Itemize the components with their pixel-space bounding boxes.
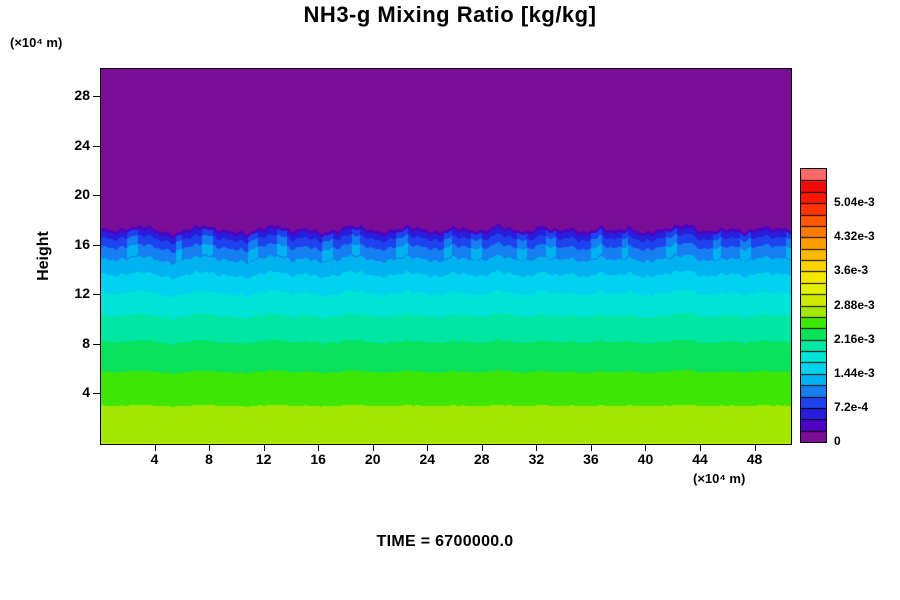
y-tick-mark (93, 145, 100, 147)
colorbar-tick-label: 4.32e-3 (834, 229, 875, 244)
y-tick-label: 16 (74, 235, 90, 252)
y-axis-label: Height (35, 231, 52, 281)
x-axis-unit: (×10⁴ m) (693, 471, 746, 486)
y-tick-mark (93, 195, 100, 197)
y-tick-mark (93, 96, 100, 98)
x-tick-label: 48 (746, 451, 763, 467)
colorbar-tick-label: 5.04e-3 (834, 195, 875, 210)
x-tick-mark (645, 445, 647, 451)
x-tick-mark (481, 445, 483, 451)
colorbar-tick-label: 3.6e-3 (834, 263, 869, 278)
x-tick-label: 44 (692, 451, 708, 467)
y-tick-mark (93, 294, 100, 296)
x-tick-label: 16 (310, 451, 326, 467)
x-tick-mark (536, 445, 538, 451)
y-tick-label: 28 (74, 87, 90, 104)
y-tick-label: 4 (82, 384, 90, 401)
x-tick-label: 12 (255, 451, 272, 467)
x-tick-mark (427, 445, 429, 451)
y-tick-mark (93, 393, 100, 395)
y-tick-label: 12 (74, 285, 90, 302)
colorbar-tick-label: 2.16e-3 (834, 331, 875, 346)
colorbar-tick-label: 0 (834, 434, 841, 448)
time-label: TIME = 6700000.0 (376, 533, 514, 550)
colorbar-tick-label: 1.44e-3 (834, 365, 875, 380)
colorbar-tick-label: 2.88e-3 (834, 297, 875, 312)
x-tick-mark (372, 445, 374, 451)
colorbar-tick-label: 7.2e-4 (834, 399, 869, 414)
x-tick-mark (590, 445, 592, 451)
plot-canvas (101, 69, 791, 444)
x-tick-label: 40 (637, 451, 654, 467)
colorbar (800, 168, 827, 443)
x-tick-mark (263, 445, 265, 451)
y-tick-mark (93, 244, 100, 246)
y-tick-label: 20 (74, 186, 90, 203)
x-tick-label: 20 (364, 451, 381, 467)
y-tick-label: 8 (82, 334, 90, 351)
x-tick-label: 28 (474, 451, 490, 467)
x-tick-mark (209, 445, 211, 451)
colorbar-canvas (801, 169, 826, 442)
x-tick-label: 32 (528, 451, 545, 467)
x-tick-label: 8 (205, 451, 213, 467)
x-tick-mark (318, 445, 320, 451)
x-tick-mark (154, 445, 156, 451)
plot-area (100, 68, 792, 445)
x-tick-label: 36 (583, 451, 599, 467)
y-tick-mark (93, 343, 100, 345)
x-tick-label: 4 (150, 451, 159, 467)
y-axis-unit: (×10⁴ m) (10, 35, 63, 50)
y-tick-label: 24 (74, 136, 90, 153)
x-tick-label: 24 (419, 451, 436, 467)
x-tick-mark (700, 445, 701, 451)
x-tick-mark (754, 445, 756, 451)
chart-title: NH3-g Mixing Ratio [kg/kg] (303, 2, 597, 27)
